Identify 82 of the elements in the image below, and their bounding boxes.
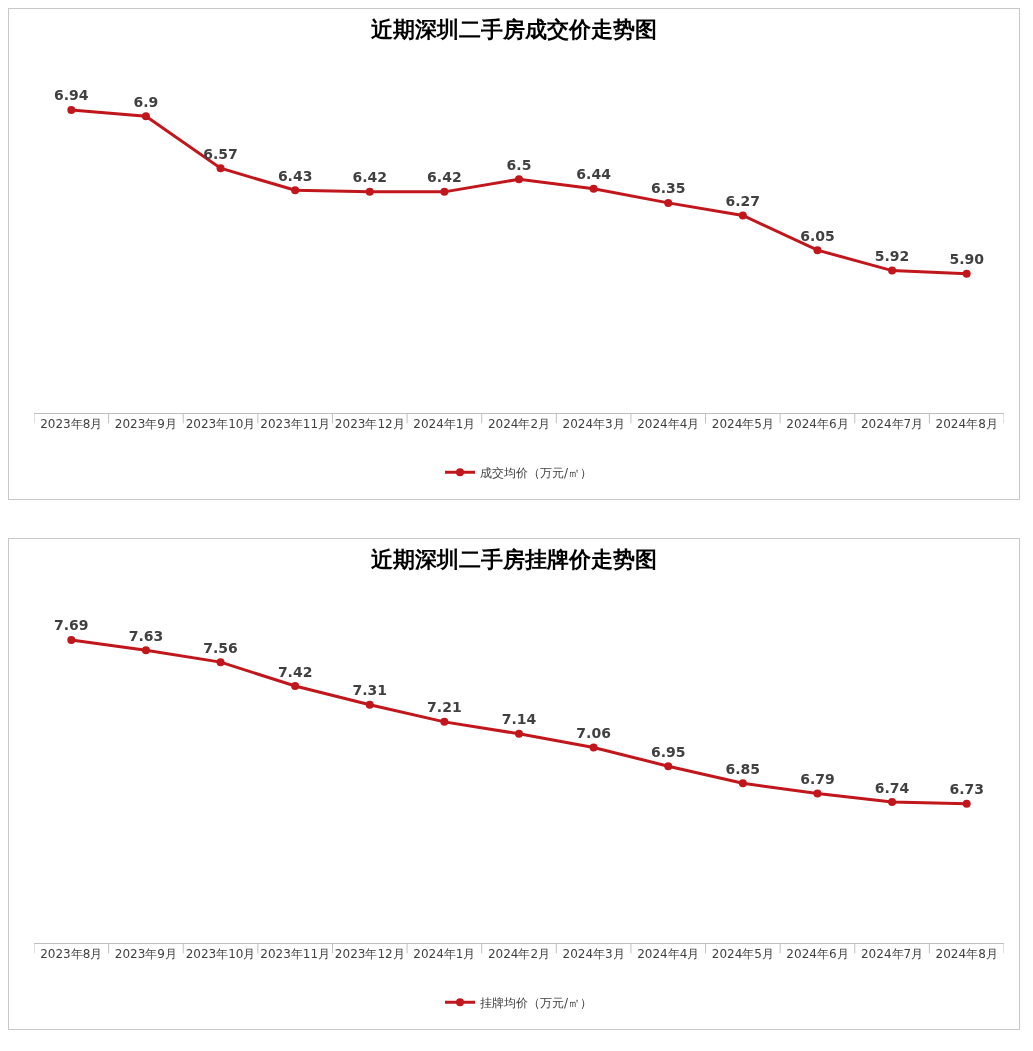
x-tick-label: 2024年8月 [935, 417, 998, 432]
x-tick-label: 2024年2月 [487, 417, 551, 432]
data-label: 6.42 [352, 169, 388, 186]
point [216, 164, 225, 173]
point [515, 729, 523, 738]
point [664, 762, 673, 771]
point [738, 211, 747, 220]
data-label: 6.79 [800, 771, 835, 788]
point [365, 700, 374, 709]
x-tick-label: 2023年9月 [114, 947, 178, 962]
point [589, 184, 598, 193]
data-label: 6.95 [650, 743, 686, 760]
x-tick-label: 2024年4月 [637, 947, 700, 962]
point [888, 798, 897, 807]
point [888, 266, 897, 275]
x-tick-label: 2023年8月 [40, 947, 103, 962]
x-tick-label: 2024年8月 [935, 947, 998, 962]
point [365, 187, 374, 196]
point [440, 187, 449, 196]
x-tick-label: 2024年5月 [711, 417, 774, 432]
legend-label: 成交均价（万元/㎡） [480, 465, 593, 480]
data-label: 7.63 [128, 627, 164, 644]
data-label: 6.42 [427, 169, 462, 186]
data-label: 6.74 [874, 779, 910, 796]
data-label: 6.73 [949, 781, 984, 798]
data-label: 7.31 [352, 682, 388, 699]
data-label: 6.35 [650, 180, 686, 197]
x-tick-label: 2024年3月 [562, 417, 625, 432]
x-tick-label: 2024年7月 [860, 417, 924, 432]
point [291, 186, 300, 195]
x-tick-label: 2023年11月 [260, 947, 331, 962]
point [589, 743, 598, 752]
data-label: 7.06 [576, 724, 611, 741]
point [515, 175, 523, 184]
chart-title: 近期深圳二手房成交价走势图 [370, 16, 657, 42]
x-tick-label: 2023年8月 [40, 417, 103, 432]
x-tick-label: 2024年1月 [413, 947, 476, 962]
data-label: 6.05 [800, 227, 835, 244]
data-label: 6.27 [725, 192, 761, 209]
point [440, 717, 449, 726]
x-tick-label: 2023年10月 [185, 947, 256, 962]
chart-title: 近期深圳二手房挂牌价走势图 [370, 546, 657, 572]
data-label: 6.85 [725, 760, 761, 777]
data-label: 6.94 [54, 87, 89, 104]
data-label: 7.14 [501, 711, 537, 728]
data-label: 7.56 [203, 639, 238, 656]
x-tick-label: 2024年1月 [413, 417, 476, 432]
point [216, 658, 225, 667]
point [67, 105, 76, 114]
point [291, 682, 300, 691]
data-label: 5.92 [874, 248, 910, 265]
x-tick-label: 2024年6月 [786, 417, 849, 432]
point [67, 635, 76, 644]
data-label: 7.69 [54, 617, 89, 634]
data-label: 6.44 [576, 166, 612, 183]
x-tick-label: 2024年6月 [786, 947, 849, 962]
point [738, 779, 747, 788]
data-label: 6.5 [506, 156, 532, 173]
point [813, 789, 822, 798]
x-tick-label: 2024年7月 [860, 947, 924, 962]
data-label: 7.21 [427, 699, 462, 716]
x-tick-label: 2023年12月 [334, 417, 405, 432]
x-tick-label: 2023年9月 [114, 417, 178, 432]
data-label: 7.42 [277, 663, 313, 680]
x-tick-label: 2024年3月 [562, 947, 625, 962]
point [962, 269, 971, 278]
point [664, 198, 673, 207]
x-tick-label: 2024年4月 [637, 417, 700, 432]
x-tick-label: 2023年11月 [260, 417, 331, 432]
x-tick-label: 2023年12月 [334, 947, 405, 962]
point [141, 112, 150, 121]
x-tick-label: 2024年2月 [487, 947, 551, 962]
x-tick-label: 2024年5月 [711, 947, 774, 962]
data-label: 6.9 [133, 93, 159, 110]
point [813, 246, 822, 255]
point [141, 646, 150, 655]
x-tick-label: 2023年10月 [185, 417, 256, 432]
legend-label: 挂牌均价（万元/㎡） [480, 995, 593, 1010]
data-label: 5.90 [949, 251, 985, 268]
data-label: 6.57 [203, 145, 238, 162]
data-label: 6.43 [277, 167, 313, 184]
point [962, 799, 971, 808]
